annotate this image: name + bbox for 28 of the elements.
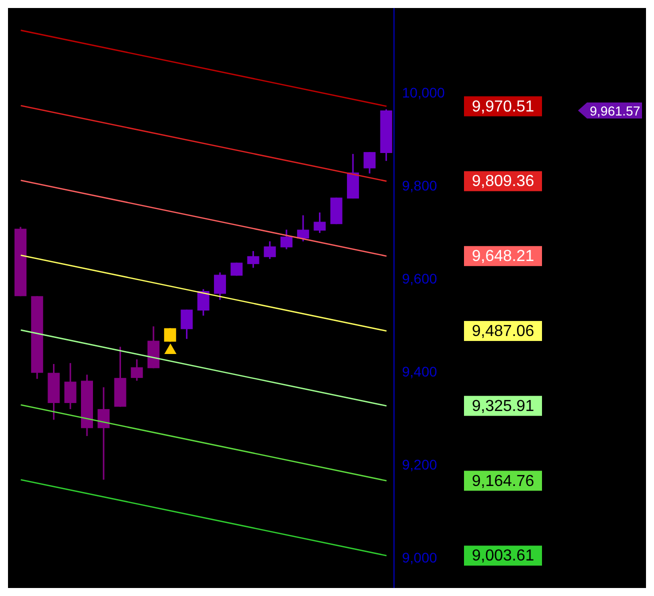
y-tick-label: 9,000 — [402, 549, 438, 566]
candlestick — [247, 250, 260, 269]
text: 9,809.36 — [472, 173, 534, 190]
y-tick-label: 9,200 — [402, 456, 438, 472]
candlestick — [130, 358, 143, 382]
y-tick-label: 10,000 — [402, 84, 446, 101]
text: 9,164.76 — [472, 472, 534, 490]
text: 9,325.91 — [472, 398, 534, 415]
candlestick — [164, 327, 176, 342]
text: 9,648.21 — [472, 248, 534, 266]
candlestick — [197, 288, 210, 316]
text: 9,970.51 — [472, 98, 534, 116]
y-tick-label: 9,400 — [402, 363, 438, 380]
candlestick — [364, 151, 376, 174]
text: 9,961.57 — [590, 103, 640, 118]
candlestick — [214, 272, 226, 301]
candlestick — [314, 212, 326, 234]
candlestick — [230, 262, 243, 276]
text: 9,003.61 — [472, 548, 534, 565]
candlestick — [280, 228, 292, 250]
candlestick — [264, 240, 276, 260]
candlestick — [64, 362, 76, 410]
candlestick — [297, 214, 310, 242]
candlestick — [180, 308, 193, 340]
candlestick — [98, 386, 110, 480]
y-tick-label: 9,600 — [402, 270, 438, 286]
text: 9,487.06 — [472, 322, 534, 340]
y-tick-label: 9,800 — [402, 178, 438, 194]
